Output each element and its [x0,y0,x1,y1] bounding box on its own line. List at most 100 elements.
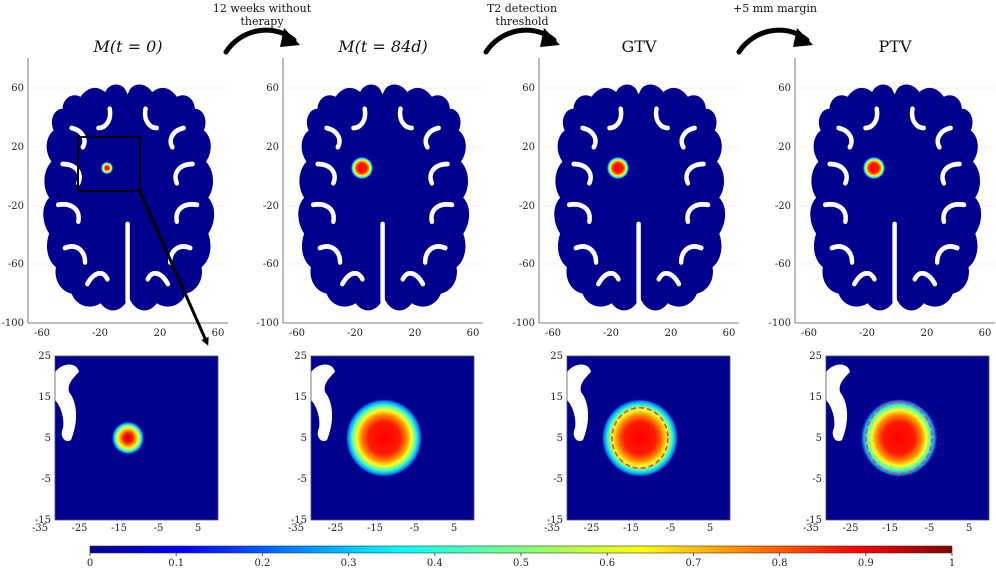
top-panel-3: GTV 60 20 -20 -60 -100 -60 -20 20 60 [513,37,739,339]
x-tick-label: 20 [921,328,934,339]
zoom-x-tick-label: -35 [803,523,819,534]
y-tick-label: 60 [778,83,791,94]
zoom-y-tick-label: 25 [38,351,51,362]
sulcus [317,244,343,265]
zoom-x-tick-label: -5 [925,523,935,534]
zoom-y-tick-label: 15 [809,392,822,403]
x-tick-label: -60 [545,328,561,339]
zoom-x-tick-label: -25 [842,523,858,534]
sulcus [315,161,337,186]
zoom-y-tick-label: 25 [550,351,563,362]
sulcus [571,161,593,186]
top-panel-2: M(t = 84d) 60 20 -20 -60 -100 -60 -20 20 60 [257,37,483,339]
colorbar-tick-label: 0.9 [858,558,874,569]
sulcus [580,125,598,150]
colorbar-tick-label: 0.8 [772,558,788,569]
tumor-zoom [602,399,678,477]
zoom-frame [825,355,990,521]
zoom-x-tick-label: 5 [966,523,972,534]
sulcus [340,270,365,287]
sulcus [678,244,704,265]
sulcus [685,201,711,225]
sulcus [684,161,706,186]
zoom-y-tick-label: 15 [294,392,307,403]
sulcus [852,270,877,287]
x-tick-label: 20 [665,328,678,339]
zoom-y-tick-label: 15 [38,392,51,403]
zoom-x-tick-label: -35 [288,523,304,534]
sulcus [400,270,426,287]
zoom-y-tick-label: 15 [550,392,563,403]
top-panel-1: M(t = 0) 60 20 -20 -60 -100 -60 -20 20 60 [2,37,228,339]
white-matter-gap [567,364,591,442]
zoom-x-tick-label: -15 [111,523,127,534]
brain-slice [298,84,470,311]
arrow-label-line1: +5 mm margin [733,2,817,15]
sulcus [934,244,960,265]
sulcus [428,161,450,186]
zoom-x-tick-label: 5 [195,523,201,534]
zoom-x-tick-label: -35 [32,523,48,534]
zoom-y-tick-label: -5 [553,474,563,485]
zoom-frame [310,355,475,521]
panel-title: M(t = 84d) [337,37,427,56]
arrow-head [540,28,560,47]
colorbar-tick-label: 0.5 [513,558,529,569]
zoom-frame [566,355,731,521]
sulcus [174,201,200,225]
sulcus [422,244,448,265]
colorbar-tick-label: 0.3 [341,558,357,569]
y-tick-label: -60 [519,259,535,270]
colorbar-tick-label: 1 [949,558,955,569]
sulcus [85,270,110,287]
transition-arrow-3: +5 mm margin [733,2,817,55]
zoom-x-tick-label: 5 [451,523,457,534]
zoom-y-tick-label: -15 [35,515,51,526]
tumor-zoom [346,399,422,477]
zoom-x-tick-label: -15 [367,523,383,534]
sulcus [423,125,441,150]
zoom-x-tick-label: -25 [583,523,599,534]
zoom-y-tick-label: 25 [294,351,307,362]
y-tick-label: 20 [522,142,535,153]
sulcus [573,244,599,265]
sulcus [912,270,938,287]
zoom-x-tick-label: -25 [71,523,87,534]
sulcus [909,106,926,131]
y-tick-label: -100 [2,318,24,329]
white-matter-gap [826,364,850,442]
y-tick-label: -60 [263,259,279,270]
x-tick-label: -20 [92,328,108,339]
tumor-spot [100,161,114,175]
zoom-x-tick-label: -15 [623,523,639,534]
zoom-indicator [77,136,209,346]
zoom-y-tick-label: -5 [812,474,822,485]
colorbar-strip [89,545,953,554]
sulcus [656,270,682,287]
y-tick-label: -20 [519,201,535,212]
y-tick-label: -100 [257,318,279,329]
zoom-y-tick-label: -5 [297,474,307,485]
sulcus [822,201,848,225]
sulcus [940,161,962,186]
zoom-y-tick-label: -15 [291,515,307,526]
zoom-y-tick-label: -15 [547,515,563,526]
zoom-x-tick-label: 5 [707,523,713,534]
sulcus [596,270,621,287]
y-tick-label: -100 [769,318,791,329]
sulcus [145,270,171,287]
sulcus [935,125,953,150]
zoom-y-tick-label: 5 [816,433,822,444]
sulcus [69,125,87,150]
panel-title: GTV [621,37,656,56]
zoom-box [77,136,141,192]
sulcus [863,106,880,131]
x-tick-label: 60 [212,328,225,339]
arrow-label-line2: threshold [495,15,548,28]
y-tick-label: -20 [263,201,279,212]
white-matter-gap [55,364,79,442]
